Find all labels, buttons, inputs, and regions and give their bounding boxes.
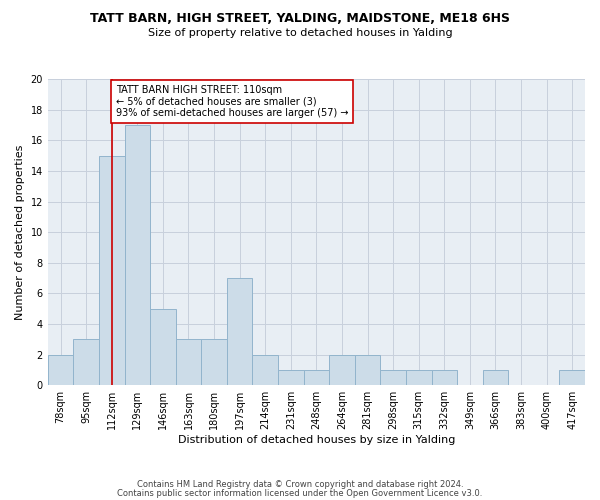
Bar [253, 354, 278, 386]
Text: TATT BARN HIGH STREET: 110sqm
← 5% of detached houses are smaller (3)
93% of sem: TATT BARN HIGH STREET: 110sqm ← 5% of de… [116, 85, 348, 118]
Bar [201, 340, 227, 386]
Bar [304, 370, 329, 386]
Bar [278, 370, 304, 386]
Bar [482, 370, 508, 386]
Bar [329, 354, 355, 386]
Bar [559, 370, 585, 386]
Bar [99, 156, 125, 386]
Bar [355, 354, 380, 386]
Text: TATT BARN, HIGH STREET, YALDING, MAIDSTONE, ME18 6HS: TATT BARN, HIGH STREET, YALDING, MAIDSTO… [90, 12, 510, 26]
Bar [73, 340, 99, 386]
Text: Contains HM Land Registry data © Crown copyright and database right 2024.: Contains HM Land Registry data © Crown c… [137, 480, 463, 489]
Bar [150, 308, 176, 386]
Bar [431, 370, 457, 386]
Y-axis label: Number of detached properties: Number of detached properties [15, 144, 25, 320]
Bar [125, 125, 150, 386]
Bar [48, 354, 73, 386]
Bar [176, 340, 201, 386]
Text: Contains public sector information licensed under the Open Government Licence v3: Contains public sector information licen… [118, 489, 482, 498]
X-axis label: Distribution of detached houses by size in Yalding: Distribution of detached houses by size … [178, 435, 455, 445]
Bar [406, 370, 431, 386]
Text: Size of property relative to detached houses in Yalding: Size of property relative to detached ho… [148, 28, 452, 38]
Bar [227, 278, 253, 386]
Bar [380, 370, 406, 386]
